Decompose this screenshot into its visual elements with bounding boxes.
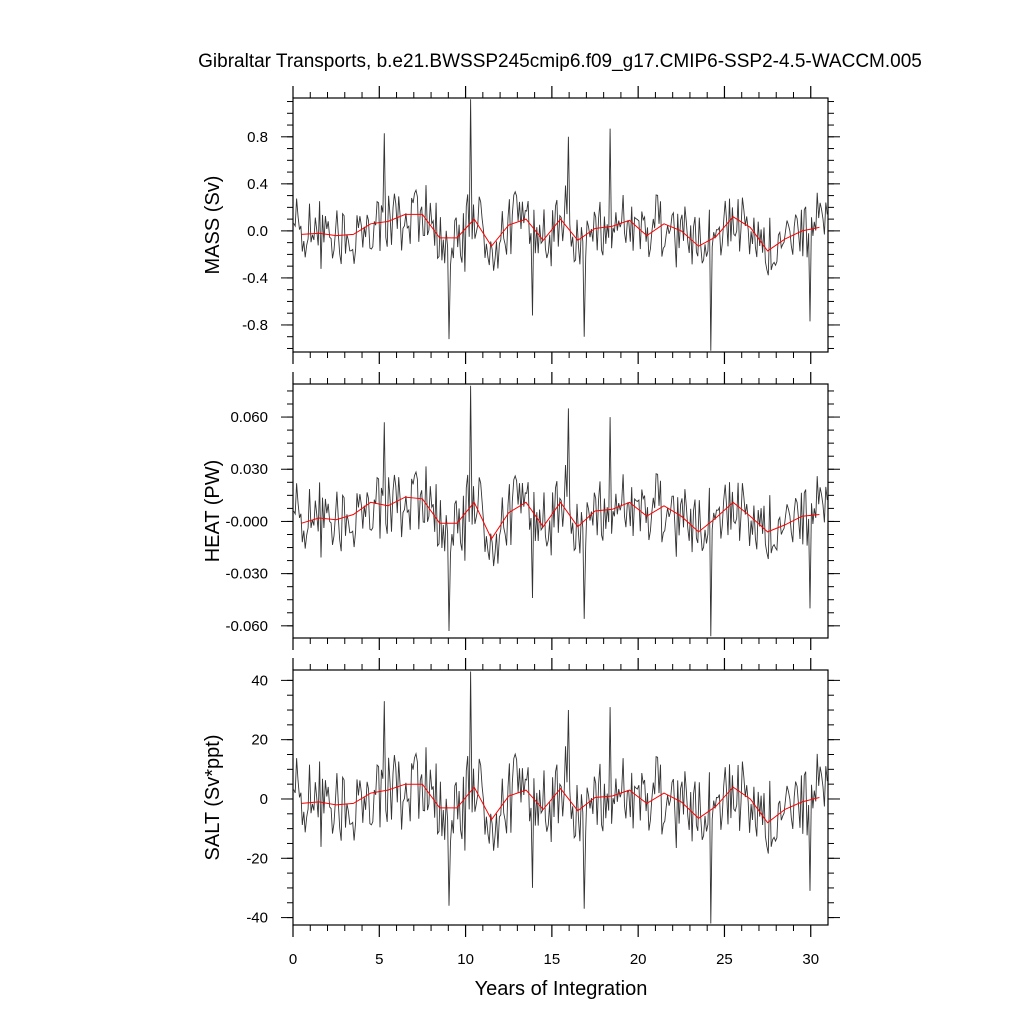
salt-xtick-label: 15 [544, 951, 561, 968]
mass-ytick-label: -0.8 [242, 317, 268, 334]
salt-plot-frame [292, 669, 829, 926]
heat-plot-frame [292, 383, 829, 639]
mass-ytick-label: 0.4 [247, 176, 268, 193]
heat-annual-mean-line [301, 496, 820, 540]
salt-ytick-label: 20 [251, 732, 268, 749]
mass-y-axis-label: MASS (Sv) [202, 176, 224, 275]
x-axis-label: Years of Integration [475, 978, 648, 1000]
salt-ytick-label: -20 [246, 850, 268, 867]
salt-xtick-label: 10 [457, 951, 474, 968]
mass-plot-frame [292, 97, 829, 353]
panel-mass: -0.8 -0.4 0.0 0.4 0.8 MASS (Sv) [202, 86, 840, 364]
panel-salt: -40 -20 0 20 40 0 5 10 15 20 25 30 SALT (Sv*ppt) [202, 658, 840, 968]
salt-ytick-label: 40 [251, 672, 268, 689]
mass-ytick-label: 0.8 [247, 129, 268, 146]
salt-xtick-label: 25 [716, 951, 733, 968]
heat-ytick-label: 0.030 [230, 461, 268, 478]
salt-ytick-label: -40 [246, 910, 268, 927]
salt-xtick-label: 20 [630, 951, 647, 968]
salt-xtick-label: 5 [375, 951, 383, 968]
salt-annual-mean-line [301, 783, 820, 824]
heat-ytick-label: -0.060 [225, 618, 268, 635]
salt-monthly-series-line [293, 671, 828, 924]
heat-y-axis-label: HEAT (PW) [202, 460, 224, 563]
salt-y-axis-label: SALT (Sv*ppt) [202, 735, 224, 861]
heat-ytick-label: -0.030 [225, 566, 268, 583]
mass-annual-mean-line [301, 213, 820, 252]
heat-ytick-label: -0.000 [225, 513, 268, 530]
heat-ytick-label: 0.060 [230, 409, 268, 426]
salt-xtick-label: 0 [289, 951, 297, 968]
salt-ytick-label: 0 [260, 791, 268, 808]
panel-heat: -0.060 -0.030 -0.000 0.030 0.060 HEAT (PW) [202, 372, 840, 650]
salt-xtick-label: 30 [802, 951, 819, 968]
figure-title: Gibraltar Transports, b.e21.BWSSP245cmip… [198, 51, 922, 72]
mass-ytick-label: 0.0 [247, 223, 268, 240]
heat-monthly-series-line [293, 385, 828, 637]
mass-monthly-series-line [293, 99, 828, 351]
mass-ytick-label: -0.4 [242, 270, 268, 287]
